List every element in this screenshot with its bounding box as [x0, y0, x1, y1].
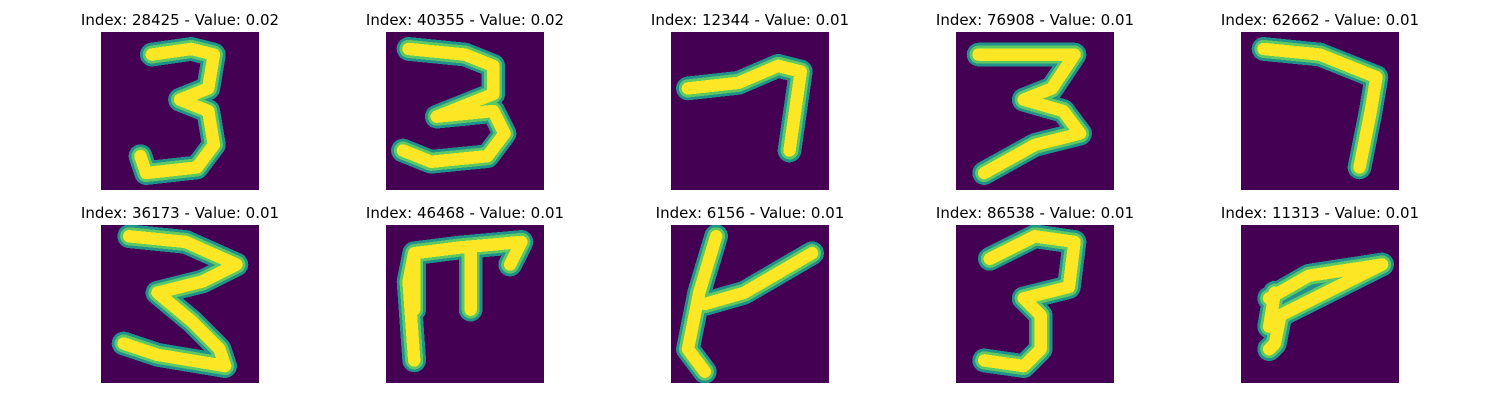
panel-title: Index: 40355 - Value: 0.02 [365, 11, 565, 29]
image-panel: Index: 40355 - Value: 0.02 [330, 10, 600, 190]
stroke-core [1257, 42, 1383, 174]
stroke-core [402, 235, 528, 367]
panel-title: Index: 28425 - Value: 0.02 [80, 11, 280, 29]
stroke-core [134, 42, 221, 180]
stroke-core [681, 59, 807, 157]
image-panel: Index: 11313 - Value: 0.01 [1185, 203, 1455, 383]
stroke-core [117, 230, 243, 373]
digit-image-3 [386, 32, 544, 190]
digit-image-3 [101, 225, 259, 383]
panel-title: Index: 36173 - Value: 0.01 [80, 204, 280, 222]
panel-title: Index: 86538 - Value: 0.01 [935, 204, 1135, 222]
stroke-core [681, 230, 819, 378]
panel-title: Index: 46468 - Value: 0.01 [365, 204, 565, 222]
image-panel: Index: 12344 - Value: 0.01 [615, 10, 885, 190]
panel-title: Index: 11313 - Value: 0.01 [1220, 204, 1420, 222]
panel-title: Index: 6156 - Value: 0.01 [655, 204, 845, 222]
digit-image-7 [1241, 225, 1399, 383]
stroke-core [396, 42, 511, 168]
stroke-core [1263, 258, 1389, 356]
digit-image-4 [671, 225, 829, 383]
panel-title: Index: 62662 - Value: 0.01 [1220, 11, 1420, 29]
stroke-core [978, 230, 1081, 373]
digit-image-3 [956, 32, 1114, 190]
digit-image-3 [101, 32, 259, 190]
image-panel: Index: 62662 - Value: 0.01 [1185, 10, 1455, 190]
digit-image-3 [956, 225, 1114, 383]
image-panel: Index: 36173 - Value: 0.01 [45, 203, 315, 383]
digit-image-7 [1241, 32, 1399, 190]
digit-image-7 [671, 32, 829, 190]
stroke-core [972, 48, 1087, 180]
image-panel: Index: 6156 - Value: 0.01 [615, 203, 885, 383]
digit-image-7 [386, 225, 544, 383]
image-panel: Index: 76908 - Value: 0.01 [900, 10, 1170, 190]
panel-title: Index: 76908 - Value: 0.01 [935, 11, 1135, 29]
image-panel: Index: 46468 - Value: 0.01 [330, 203, 600, 383]
image-panel: Index: 86538 - Value: 0.01 [900, 203, 1170, 383]
panel-title: Index: 12344 - Value: 0.01 [650, 11, 850, 29]
image-panel: Index: 28425 - Value: 0.02 [45, 10, 315, 190]
